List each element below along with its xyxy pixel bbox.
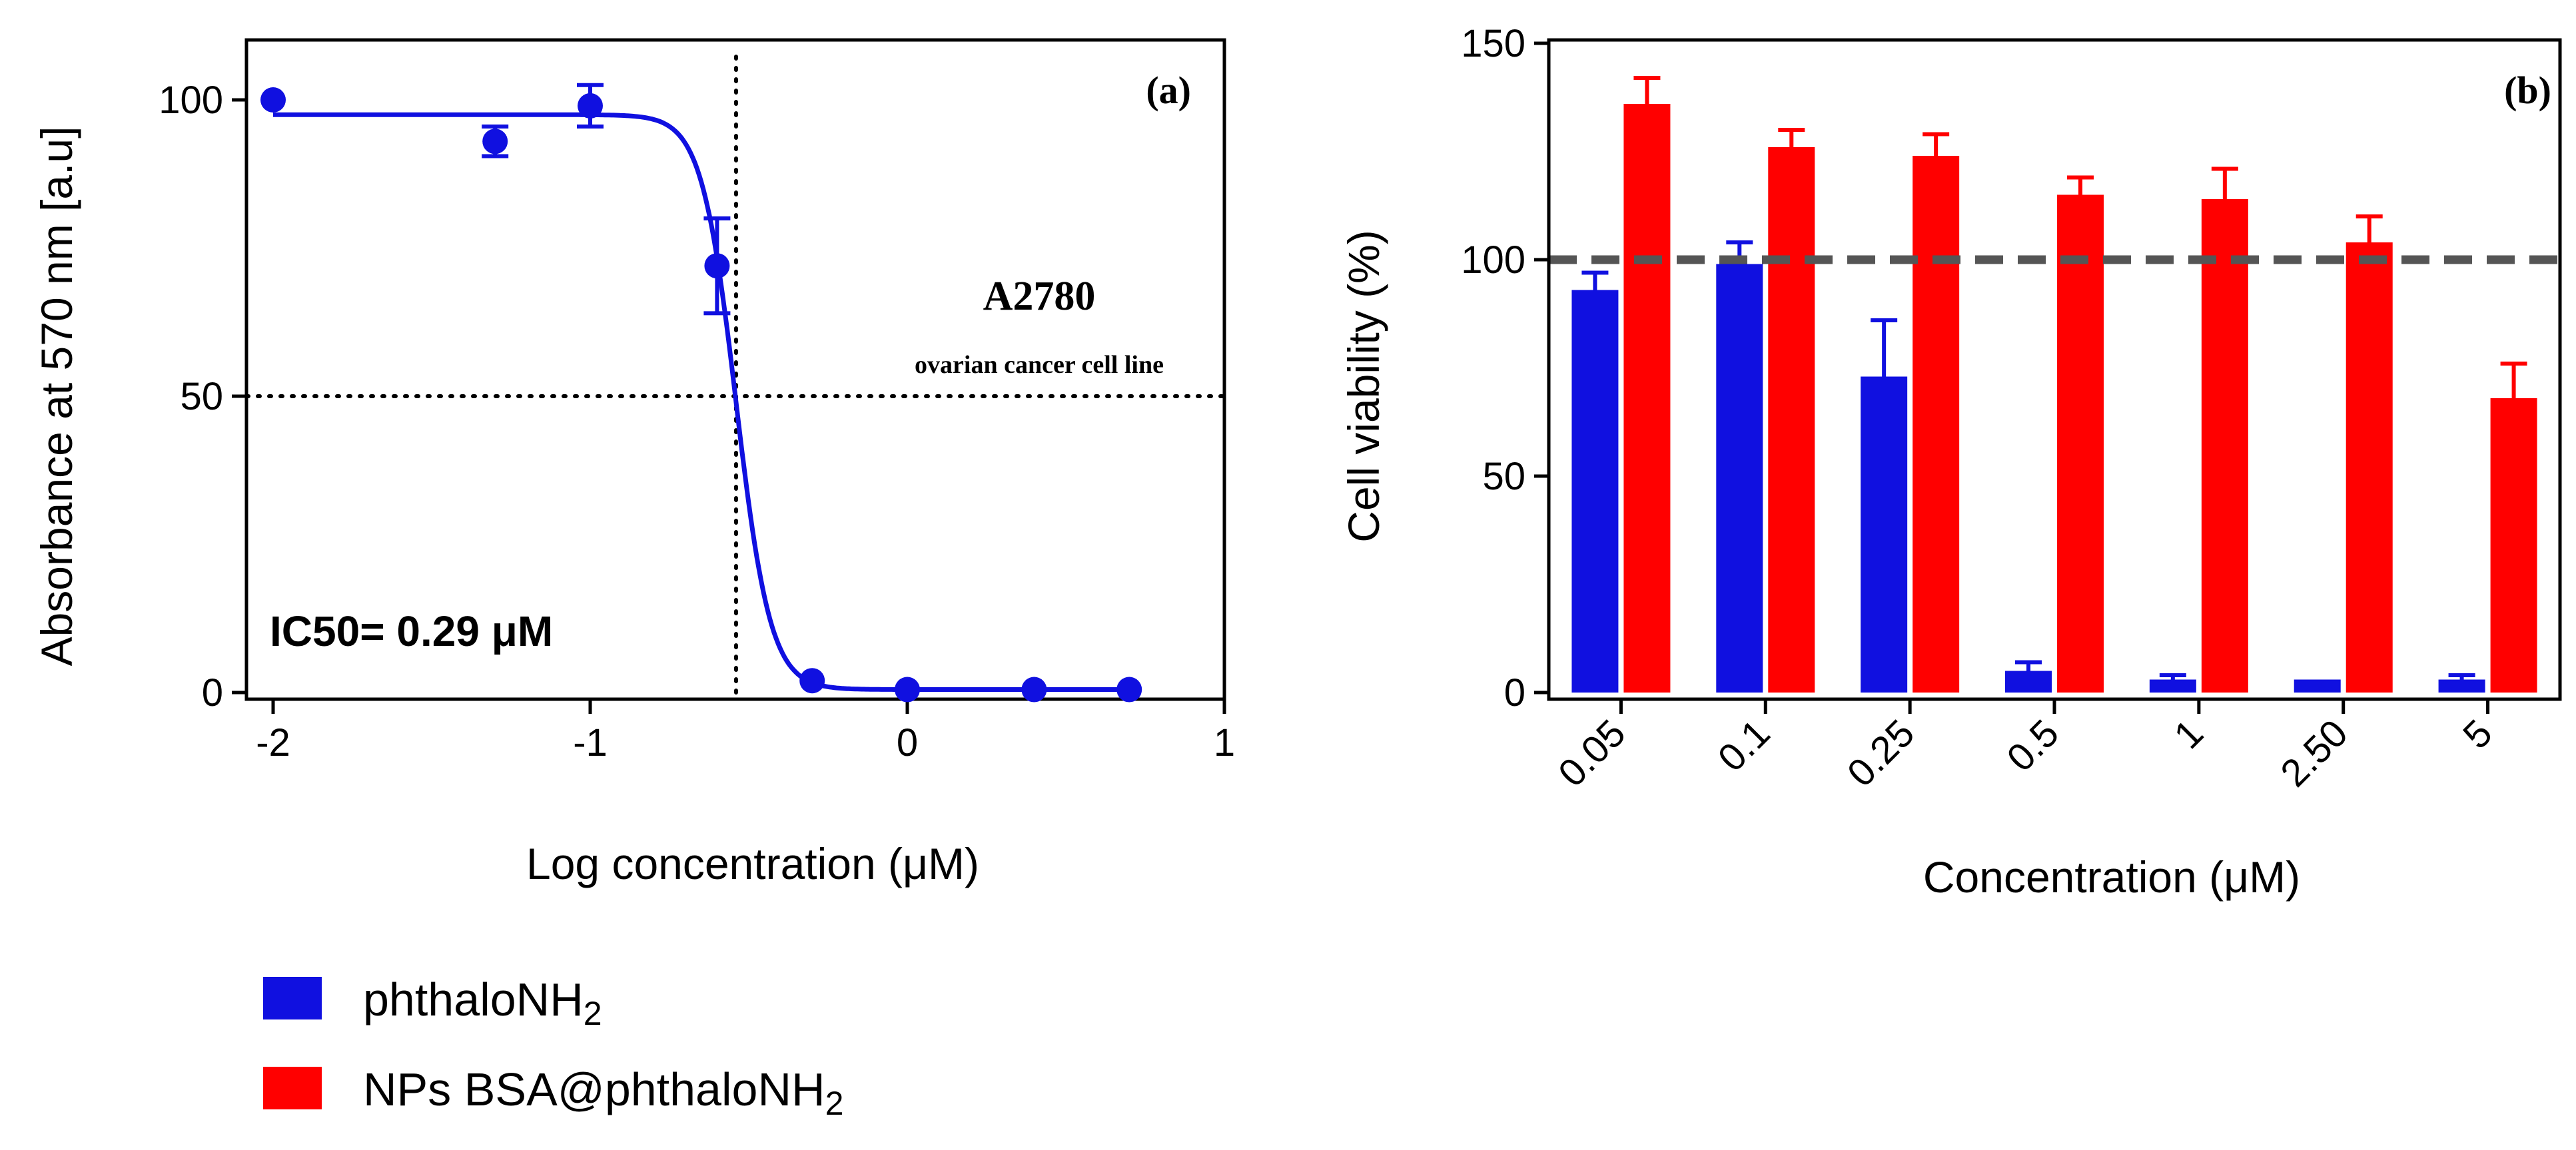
data-point bbox=[578, 93, 603, 119]
panel-b-y-axis-title: Cell viability (%) bbox=[1339, 230, 1388, 542]
legend-item-nps-bsa: NPs BSA@phthaloNH2 bbox=[263, 1063, 843, 1122]
panel-b-x-tick-label: 0.5 bbox=[1998, 711, 2067, 780]
panel-a-plot: 0 50 100 -2 -1 0 1 (a) A2780 ovarian cancer ce… bbox=[32, 38, 1235, 888]
panel-a-y-axis-title: Absorbance at 570 nm [a.u] bbox=[32, 127, 81, 667]
bar-phthalonh2 bbox=[2294, 679, 2341, 693]
bar-nps-bsa bbox=[2346, 242, 2393, 693]
panel-b-x-tick-label: 0.1 bbox=[1709, 711, 1778, 780]
panel-a-y-tick-label: 0 bbox=[202, 671, 223, 715]
data-point bbox=[704, 253, 730, 279]
panel-b-y-tick-label: 150 bbox=[1461, 22, 1525, 65]
panel-b-x-tick-label: 1 bbox=[2166, 711, 2212, 757]
bar-phthalonh2 bbox=[2438, 679, 2485, 693]
data-point bbox=[482, 129, 508, 154]
panel-a-data-points bbox=[260, 83, 1142, 703]
cell-line-label: A2780 bbox=[983, 274, 1096, 319]
panel-b-y-tick-label: 100 bbox=[1461, 238, 1525, 282]
panel-a-x-tick-label: 0 bbox=[897, 721, 918, 764]
legend-item-phthalonh2: phthaloNH2 bbox=[263, 974, 602, 1032]
legend: phthaloNH2 NPs BSA@phthaloNH2 bbox=[263, 974, 843, 1122]
legend-swatch-red bbox=[263, 1067, 322, 1109]
bar-phthalonh2 bbox=[2149, 679, 2196, 693]
panel-b-x-tick-label: 0.05 bbox=[1550, 711, 1634, 795]
data-point bbox=[799, 668, 825, 694]
data-point bbox=[1116, 677, 1142, 703]
panel-a-x-tick-label: -1 bbox=[573, 721, 608, 764]
data-point bbox=[1021, 677, 1047, 703]
bar-nps-bsa bbox=[1623, 104, 1671, 693]
panel-b-x-tick-label: 0.25 bbox=[1839, 711, 1923, 795]
panel-b-x-tick-label: 5 bbox=[2455, 711, 2501, 757]
bar-nps-bsa bbox=[2490, 398, 2537, 693]
panel-b-y-tick-label: 0 bbox=[1504, 671, 1525, 715]
bar-phthalonh2 bbox=[2005, 671, 2052, 693]
bar-phthalonh2 bbox=[1716, 264, 1763, 693]
data-point bbox=[895, 677, 920, 703]
legend-swatch-blue bbox=[263, 977, 322, 1019]
legend-label-phthalonh2: phthaloNH2 bbox=[363, 974, 602, 1032]
panel-a-y-tick-label: 100 bbox=[159, 79, 223, 122]
panel-a-fit-curve bbox=[273, 112, 1130, 692]
bar-phthalonh2 bbox=[1861, 376, 1908, 693]
bar-nps-bsa bbox=[2057, 194, 2104, 693]
panel-b-frame bbox=[1547, 38, 2562, 701]
panel-a-x-tick-label: -2 bbox=[256, 721, 290, 764]
bar-phthalonh2 bbox=[1571, 290, 1619, 693]
panel-a-x-tick-label: 1 bbox=[1214, 721, 1235, 764]
panel-b-label: (b) bbox=[2504, 69, 2551, 112]
panel-b-y-tick-label: 50 bbox=[1482, 455, 1525, 498]
bar-nps-bsa bbox=[1913, 156, 1960, 693]
panel-b-x-axis-title: Concentration (μM) bbox=[1923, 852, 2300, 902]
panel-b-plot: 0 50 100 150 0.05 0.1 0.25 0.5 1 2.50 5 (b) Concen… bbox=[1339, 22, 2562, 902]
panel-b-x-tick-label: 2.50 bbox=[2272, 711, 2356, 795]
panel-a-y-tick-label: 50 bbox=[180, 375, 223, 418]
bar-nps-bsa bbox=[2201, 199, 2248, 693]
legend-label-nps-bsa: NPs BSA@phthaloNH2 bbox=[363, 1063, 843, 1122]
bar-nps-bsa bbox=[1768, 147, 1815, 693]
panel-b-bars bbox=[1571, 76, 2537, 693]
sigmoid-fit-line bbox=[273, 112, 1130, 692]
data-point bbox=[260, 87, 286, 113]
panel-a-frame bbox=[244, 38, 1226, 701]
cell-line-description: ovarian cancer cell line bbox=[915, 351, 1164, 379]
ic50-annotation: IC50= 0.29 μM bbox=[270, 607, 553, 655]
panel-a-label: (a) bbox=[1146, 69, 1191, 112]
panel-a-x-axis-title: Log concentration (μM) bbox=[526, 839, 979, 888]
panel-a-axes: 0 50 100 -2 -1 0 1 bbox=[159, 38, 1235, 764]
